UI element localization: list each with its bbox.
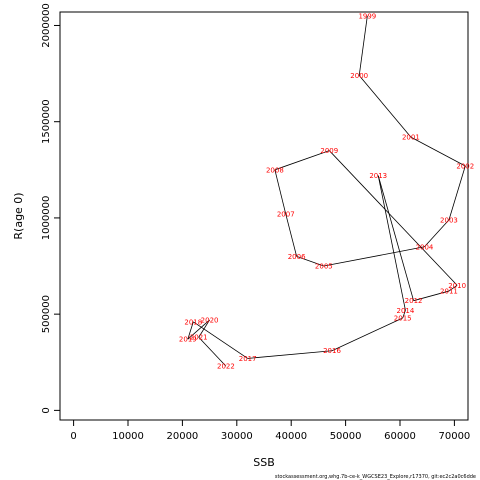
series-segment bbox=[413, 290, 450, 302]
plot-frame bbox=[59, 11, 469, 421]
series-segment bbox=[328, 150, 458, 286]
year-label: 2013 bbox=[369, 172, 387, 180]
x-tick-label: 50000 bbox=[330, 431, 362, 442]
series-segment bbox=[296, 256, 324, 267]
year-label: 2009 bbox=[320, 147, 338, 155]
recruitment-series bbox=[187, 15, 466, 367]
series-segment bbox=[410, 136, 466, 167]
year-label: 2006 bbox=[288, 253, 306, 261]
series-segment bbox=[377, 175, 414, 301]
y-tick-label: 1000000 bbox=[41, 196, 52, 241]
year-label: 2017 bbox=[239, 355, 257, 363]
series-segment bbox=[198, 336, 227, 367]
year-label: 2020 bbox=[201, 316, 219, 324]
series-segment bbox=[247, 350, 333, 359]
year-label: 2014 bbox=[397, 307, 415, 315]
series-segment bbox=[331, 317, 403, 352]
year-label: 2019 bbox=[179, 336, 197, 344]
x-tick-label: 60000 bbox=[384, 431, 416, 442]
x-axis-title: SSB bbox=[253, 456, 275, 469]
year-label: 2021 bbox=[190, 334, 208, 342]
x-tick-label: 10000 bbox=[112, 431, 144, 442]
watermark-text: stockassessment.org,whg.7b-ce-k_WGCSE23_… bbox=[275, 474, 476, 480]
year-label: 2000 bbox=[350, 72, 368, 80]
series-segment bbox=[448, 165, 466, 220]
y-tick-label: 500000 bbox=[41, 295, 52, 333]
x-axis: 0 10000 20000 30000 40000 50000 60000 70000 bbox=[70, 420, 470, 442]
year-labels: 1999 2000 2001 2002 2003 2004 2005 2006 2007 2008… bbox=[179, 12, 474, 370]
x-tick-label: 20000 bbox=[166, 431, 198, 442]
y-tick-label: 2000000 bbox=[41, 3, 52, 48]
series-segment bbox=[285, 213, 298, 257]
year-label: 2004 bbox=[416, 243, 434, 251]
y-axis-title: R(age 0) bbox=[12, 192, 25, 239]
year-label: 2010 bbox=[448, 282, 466, 290]
series-segment bbox=[274, 169, 287, 215]
series-segment bbox=[448, 284, 458, 292]
year-label: 2005 bbox=[315, 263, 333, 271]
year-label: 2003 bbox=[440, 216, 458, 224]
year-label: 2018 bbox=[184, 318, 202, 326]
series-segment bbox=[187, 319, 210, 340]
y-axis: 0 500000 1000000 1500000 2000000 bbox=[41, 3, 60, 414]
y-tick-label: 1500000 bbox=[41, 99, 52, 144]
year-label: 2016 bbox=[323, 347, 341, 355]
year-label: 2011 bbox=[440, 288, 458, 296]
series-segment bbox=[274, 150, 330, 171]
series-segment bbox=[402, 310, 406, 319]
year-label: 2012 bbox=[405, 297, 423, 305]
series-segment bbox=[377, 175, 406, 311]
year-label: 2015 bbox=[394, 315, 412, 323]
year-label: 2002 bbox=[456, 162, 474, 170]
series-segment bbox=[358, 15, 368, 76]
series-segment bbox=[323, 246, 425, 267]
series-segment bbox=[187, 321, 194, 340]
year-label: 1999 bbox=[358, 12, 376, 20]
x-tick-label: 0 bbox=[70, 431, 76, 442]
year-label: 2008 bbox=[266, 166, 284, 174]
series-segment bbox=[193, 321, 248, 359]
x-tick-label: 30000 bbox=[221, 431, 253, 442]
y-tick-label: 0 bbox=[41, 407, 52, 413]
year-label: 2001 bbox=[402, 134, 420, 142]
year-label: 2007 bbox=[277, 211, 295, 219]
series-segment bbox=[424, 219, 450, 248]
year-label: 2022 bbox=[217, 363, 235, 371]
x-tick-label: 70000 bbox=[438, 431, 470, 442]
x-tick-label: 40000 bbox=[275, 431, 307, 442]
series-segment bbox=[358, 75, 412, 138]
series-segment bbox=[198, 319, 210, 338]
